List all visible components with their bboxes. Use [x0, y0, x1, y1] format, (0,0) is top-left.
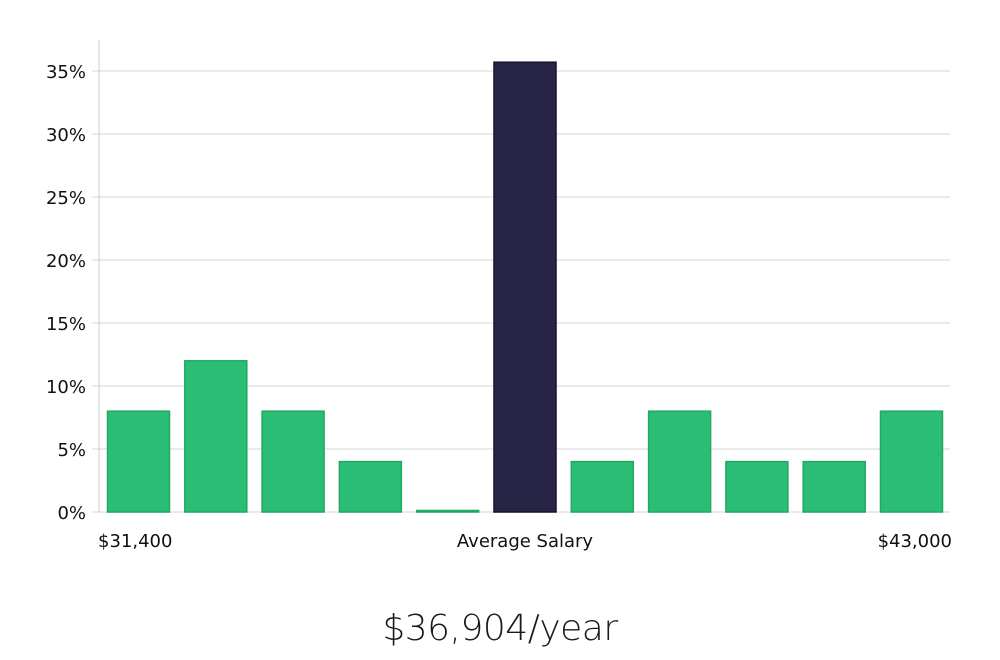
- y-tick-label: 5%: [57, 440, 86, 461]
- bar: [338, 460, 403, 513]
- x-axis-labels: $31,400 Average Salary $43,000: [98, 531, 952, 552]
- y-tick-label: 15%: [46, 314, 86, 335]
- y-tick-label: 35%: [46, 62, 86, 83]
- bar: [725, 460, 789, 513]
- x-label-min: $31,400: [98, 531, 172, 552]
- bars: [106, 61, 944, 513]
- y-tick-label: 20%: [46, 251, 86, 272]
- bar: [802, 460, 866, 513]
- bar: [647, 410, 712, 513]
- bar: [415, 509, 480, 513]
- y-axis: 0% 5% 10% 15% 20% 25% 30% 35%: [46, 40, 100, 524]
- y-tick-label: 0%: [57, 503, 86, 524]
- bar: [879, 410, 944, 513]
- bar-average-salary: [493, 61, 557, 513]
- bar: [261, 410, 325, 513]
- y-tick-label: 30%: [46, 125, 86, 146]
- bar: [570, 460, 635, 513]
- x-label-max: $43,000: [878, 531, 952, 552]
- y-tick-label: 25%: [46, 188, 86, 209]
- average-salary-headline: $36,904/year: [382, 608, 618, 649]
- bar: [184, 360, 248, 513]
- bar: [106, 410, 171, 513]
- y-tick-label: 10%: [46, 377, 86, 398]
- salary-distribution-chart: 0% 5% 10% 15% 20% 25% 30% 35% $31,400 Average S…: [46, 40, 952, 552]
- x-label-average: Average Salary: [457, 531, 594, 552]
